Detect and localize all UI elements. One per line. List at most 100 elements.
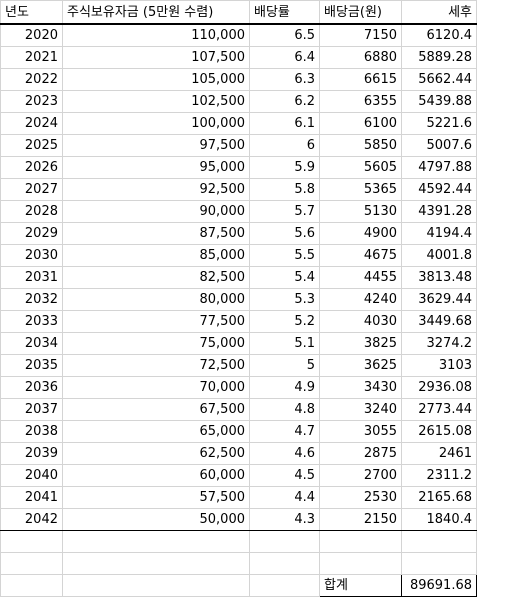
year-cell[interactable]: 2024 (0, 112, 63, 135)
dividend-rate-cell[interactable]: 5.7 (249, 200, 320, 223)
holding-amount-cell[interactable]: 70,000 (62, 376, 250, 399)
dividend-amount-cell[interactable]: 2875 (319, 442, 402, 465)
after-tax-cell[interactable]: 5889.28 (401, 46, 477, 69)
dividend-amount-cell[interactable]: 6880 (319, 46, 402, 69)
year-cell[interactable]: 2031 (0, 266, 63, 289)
dividend-amount-cell[interactable]: 4675 (319, 244, 402, 267)
dividend-rate-cell[interactable]: 4.4 (249, 486, 320, 509)
header-dividend-amount[interactable]: 배당금(원) (319, 0, 402, 25)
dividend-rate-cell[interactable]: 4.9 (249, 376, 320, 399)
dividend-amount-cell[interactable]: 5365 (319, 178, 402, 201)
dividend-amount-cell[interactable]: 3055 (319, 420, 402, 443)
holding-amount-cell[interactable]: 97,500 (62, 134, 250, 157)
after-tax-cell[interactable]: 3813.48 (401, 266, 477, 289)
after-tax-cell[interactable]: 2773.44 (401, 398, 477, 421)
year-cell[interactable]: 2026 (0, 156, 63, 179)
year-cell[interactable]: 2023 (0, 90, 63, 113)
cell[interactable] (401, 552, 477, 575)
dividend-rate-cell[interactable]: 6.4 (249, 46, 320, 69)
year-cell[interactable]: 2041 (0, 486, 63, 509)
after-tax-cell[interactable]: 3629.44 (401, 288, 477, 311)
dividend-amount-cell[interactable]: 4030 (319, 310, 402, 333)
cell[interactable] (0, 530, 63, 553)
holding-amount-cell[interactable]: 75,000 (62, 332, 250, 355)
after-tax-cell[interactable]: 4592.44 (401, 178, 477, 201)
holding-amount-cell[interactable]: 110,000 (62, 23, 250, 47)
after-tax-cell[interactable]: 2165.68 (401, 486, 477, 509)
cell[interactable] (0, 552, 63, 575)
after-tax-cell[interactable]: 3103 (401, 354, 477, 377)
after-tax-cell[interactable]: 3449.68 (401, 310, 477, 333)
after-tax-cell[interactable]: 4391.28 (401, 200, 477, 223)
year-cell[interactable]: 2035 (0, 354, 63, 377)
cell[interactable] (249, 530, 320, 553)
holding-amount-cell[interactable]: 65,000 (62, 420, 250, 443)
dividend-amount-cell[interactable]: 6615 (319, 68, 402, 91)
total-label[interactable]: 합계 (319, 574, 402, 597)
dividend-amount-cell[interactable]: 3825 (319, 332, 402, 355)
dividend-rate-cell[interactable]: 6.3 (249, 68, 320, 91)
holding-amount-cell[interactable]: 87,500 (62, 222, 250, 245)
holding-amount-cell[interactable]: 77,500 (62, 310, 250, 333)
dividend-rate-cell[interactable]: 5.3 (249, 288, 320, 311)
holding-amount-cell[interactable]: 100,000 (62, 112, 250, 135)
dividend-rate-cell[interactable]: 4.5 (249, 464, 320, 487)
after-tax-cell[interactable]: 4194.4 (401, 222, 477, 245)
after-tax-cell[interactable]: 6120.4 (401, 23, 477, 47)
year-cell[interactable]: 2029 (0, 222, 63, 245)
header-after-tax[interactable]: 세후 (401, 0, 477, 25)
year-cell[interactable]: 2022 (0, 68, 63, 91)
after-tax-cell[interactable]: 1840.4 (401, 508, 477, 531)
holding-amount-cell[interactable]: 60,000 (62, 464, 250, 487)
cell[interactable] (62, 574, 250, 597)
cell[interactable] (0, 574, 63, 597)
dividend-rate-cell[interactable]: 6.2 (249, 90, 320, 113)
after-tax-cell[interactable]: 2615.08 (401, 420, 477, 443)
year-cell[interactable]: 2030 (0, 244, 63, 267)
holding-amount-cell[interactable]: 57,500 (62, 486, 250, 509)
dividend-amount-cell[interactable]: 2150 (319, 508, 402, 531)
dividend-rate-cell[interactable]: 4.8 (249, 398, 320, 421)
after-tax-cell[interactable]: 3274.2 (401, 332, 477, 355)
cell[interactable] (319, 552, 402, 575)
dividend-rate-cell[interactable]: 5.5 (249, 244, 320, 267)
holding-amount-cell[interactable]: 80,000 (62, 288, 250, 311)
after-tax-cell[interactable]: 5007.6 (401, 134, 477, 157)
after-tax-cell[interactable]: 5662.44 (401, 68, 477, 91)
after-tax-cell[interactable]: 2311.2 (401, 464, 477, 487)
cell[interactable] (401, 530, 477, 553)
dividend-amount-cell[interactable]: 6100 (319, 112, 402, 135)
holding-amount-cell[interactable]: 50,000 (62, 508, 250, 531)
dividend-rate-cell[interactable]: 5.4 (249, 266, 320, 289)
dividend-amount-cell[interactable]: 5130 (319, 200, 402, 223)
after-tax-cell[interactable]: 5221.6 (401, 112, 477, 135)
holding-amount-cell[interactable]: 72,500 (62, 354, 250, 377)
holding-amount-cell[interactable]: 62,500 (62, 442, 250, 465)
after-tax-cell[interactable]: 2461 (401, 442, 477, 465)
year-cell[interactable]: 2036 (0, 376, 63, 399)
year-cell[interactable]: 2027 (0, 178, 63, 201)
dividend-rate-cell[interactable]: 6.1 (249, 112, 320, 135)
dividend-rate-cell[interactable]: 4.7 (249, 420, 320, 443)
dividend-amount-cell[interactable]: 2700 (319, 464, 402, 487)
holding-amount-cell[interactable]: 102,500 (62, 90, 250, 113)
dividend-rate-cell[interactable]: 6.5 (249, 23, 320, 47)
total-value[interactable]: 89691.68 (401, 574, 477, 597)
dividend-rate-cell[interactable]: 5.1 (249, 332, 320, 355)
year-cell[interactable]: 2033 (0, 310, 63, 333)
year-cell[interactable]: 2020 (0, 23, 63, 47)
year-cell[interactable]: 2021 (0, 46, 63, 69)
year-cell[interactable]: 2040 (0, 464, 63, 487)
after-tax-cell[interactable]: 2936.08 (401, 376, 477, 399)
dividend-amount-cell[interactable]: 3625 (319, 354, 402, 377)
dividend-amount-cell[interactable]: 5605 (319, 156, 402, 179)
cell[interactable] (249, 574, 320, 597)
dividend-rate-cell[interactable]: 4.6 (249, 442, 320, 465)
header-holding-amount[interactable]: 주식보유자금 (5만원 수렴) (62, 0, 250, 25)
dividend-amount-cell[interactable]: 2530 (319, 486, 402, 509)
dividend-rate-cell[interactable]: 5.9 (249, 156, 320, 179)
dividend-rate-cell[interactable]: 6 (249, 134, 320, 157)
year-cell[interactable]: 2025 (0, 134, 63, 157)
year-cell[interactable]: 2037 (0, 398, 63, 421)
dividend-amount-cell[interactable]: 6355 (319, 90, 402, 113)
